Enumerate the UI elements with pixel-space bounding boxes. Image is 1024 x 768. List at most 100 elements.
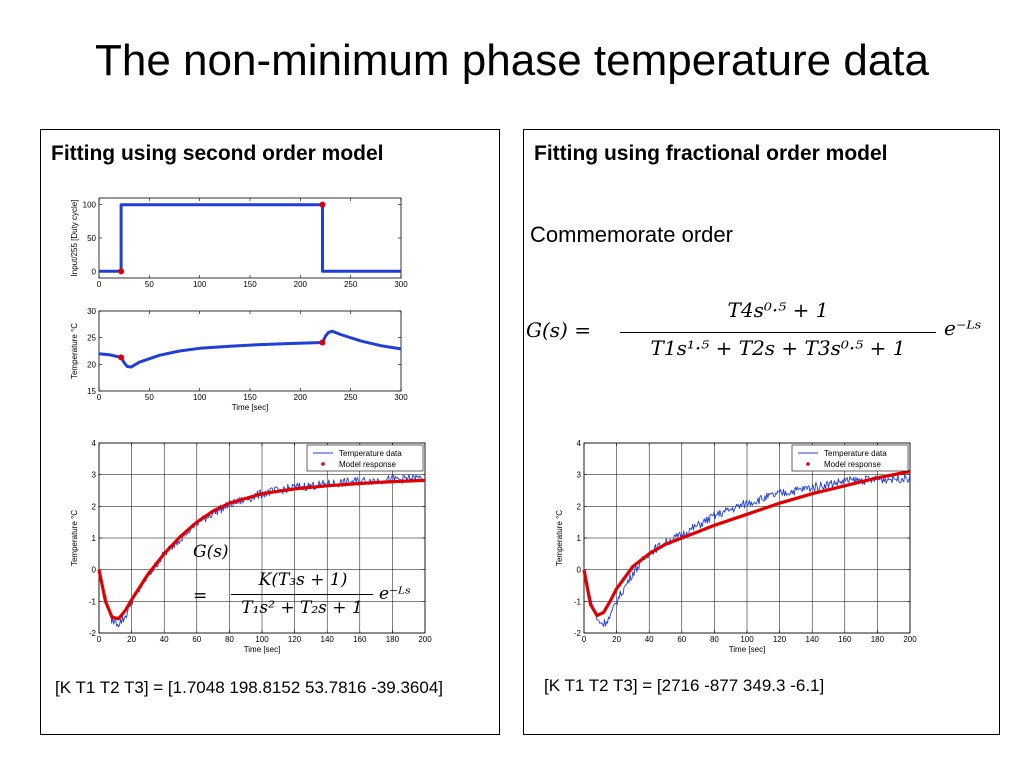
y-tick-label: -1 bbox=[574, 597, 582, 606]
x-tick-label: 180 bbox=[871, 635, 885, 644]
x-axis-label: Time [sec] bbox=[232, 403, 269, 412]
x-tick-label: 20 bbox=[127, 635, 136, 644]
legend-entry: Temperature data bbox=[339, 449, 402, 458]
formula-equals: = bbox=[193, 586, 208, 606]
x-axis-label: Time [sec] bbox=[729, 645, 766, 654]
event-marker bbox=[319, 201, 326, 208]
y-tick-label: 30 bbox=[87, 307, 96, 316]
right-panel-subheading: Commemorate order bbox=[530, 222, 733, 247]
formula-fraction-bar bbox=[620, 332, 936, 333]
x-tick-label: 180 bbox=[386, 635, 400, 644]
x-tick-label: 200 bbox=[418, 635, 432, 644]
right-panel-heading: Fitting using fractional order model bbox=[534, 142, 888, 165]
y-tick-label: 3 bbox=[577, 471, 582, 480]
y-tick-label: 1 bbox=[92, 534, 97, 543]
event-marker bbox=[319, 339, 326, 346]
x-tick-label: 160 bbox=[838, 635, 852, 644]
y-tick-label: 0 bbox=[92, 566, 97, 575]
y-tick-label: 50 bbox=[87, 234, 96, 243]
x-axis-label: Time [sec] bbox=[244, 645, 281, 654]
y-axis-label: Temperature °C bbox=[70, 323, 79, 379]
series-line-temperature-data bbox=[98, 474, 426, 628]
x-tick-label: 40 bbox=[160, 635, 169, 644]
formula-denominator: T1s¹·⁵ + T2s + T3s⁰·⁵ + 1 bbox=[650, 336, 906, 360]
right-params: [K T1 T2 T3] = [2716 -877 349.3 -6.1] bbox=[544, 676, 825, 695]
y-tick-label: 2 bbox=[92, 502, 97, 511]
x-tick-label: 60 bbox=[677, 635, 686, 644]
y-tick-label: 15 bbox=[87, 387, 96, 396]
x-tick-label: 20 bbox=[612, 635, 621, 644]
legend-swatch-model-response bbox=[806, 462, 810, 466]
x-tick-label: 0 bbox=[97, 635, 102, 644]
y-tick-label: -1 bbox=[89, 597, 97, 606]
x-tick-label: 150 bbox=[243, 280, 257, 289]
y-tick-label: 20 bbox=[87, 360, 96, 369]
chart-input: 0 50 100 150 200 250 300 0 50 100 Input/255 [Duty … bbox=[70, 197, 408, 289]
x-tick-label: 150 bbox=[243, 393, 257, 402]
x-tick-label: 200 bbox=[294, 280, 308, 289]
formula-lhs: G(s) = bbox=[526, 318, 591, 342]
y-tick-label: 4 bbox=[92, 439, 97, 448]
x-tick-label: 200 bbox=[294, 393, 308, 402]
x-tick-label: 140 bbox=[806, 635, 820, 644]
x-tick-label: 0 bbox=[97, 280, 102, 289]
y-tick-label: 2 bbox=[577, 502, 582, 511]
y-tick-label: -2 bbox=[89, 629, 97, 638]
y-tick-label: 100 bbox=[83, 201, 97, 210]
right-panel: Fitting using fractional order model Com… bbox=[523, 129, 1000, 735]
formula-denominator: T₁s² + T₂s + 1 bbox=[241, 598, 363, 618]
legend-box bbox=[306, 444, 424, 472]
series-line-model-response bbox=[97, 478, 426, 621]
series-line-0 bbox=[98, 329, 402, 369]
formula-delay: e⁻ᴸˢ bbox=[379, 584, 411, 604]
left-panel-heading: Fitting using second order model bbox=[51, 142, 384, 165]
temperature-chart: 0 50 100 150 200 250 300 15 20 25 30 Time [sec] Temp… bbox=[70, 307, 408, 412]
fractional-order-fit-chart: 0 20 40 60 80 100 120 140 160 180 200 -2 -1 0 1 2 3 4 Time… bbox=[555, 439, 917, 654]
plot-frame bbox=[98, 197, 402, 279]
x-tick-label: 100 bbox=[193, 280, 207, 289]
plot-frame bbox=[98, 310, 402, 392]
y-tick-label: 0 bbox=[577, 566, 582, 575]
x-tick-label: 80 bbox=[225, 635, 234, 644]
left-panel: Fitting using second order model 0 50 100 1… bbox=[40, 129, 500, 735]
formula-lhs: G(s) bbox=[193, 542, 229, 562]
y-tick-label: 25 bbox=[87, 334, 96, 343]
fractional-order-formula: G(s) = T4s⁰·⁵ + 1 T1s¹·⁵ + T2s + T3s⁰·⁵ … bbox=[526, 298, 996, 370]
input-chart: 0 50 100 150 200 250 300 0 50 100 Input/255 [Duty … bbox=[70, 197, 408, 289]
y-tick-label: 4 bbox=[577, 439, 582, 448]
x-tick-label: 0 bbox=[97, 393, 102, 402]
x-tick-label: 120 bbox=[773, 635, 787, 644]
series-line-temperature-data bbox=[583, 473, 911, 627]
y-tick-label: -2 bbox=[574, 629, 582, 638]
legend-swatch-model-response bbox=[321, 462, 325, 466]
left-params: [K T1 T2 T3] = [1.7048 198.8152 53.7816 … bbox=[55, 678, 444, 697]
legend-entry: Temperature data bbox=[824, 449, 887, 458]
x-tick-label: 140 bbox=[321, 635, 335, 644]
second-order-formula: G(s) = K(T₃s + 1) T₁s² + T₂s + 1 e⁻ᴸˢ bbox=[193, 542, 423, 632]
legend-entry: Model response bbox=[339, 460, 396, 469]
formula-delay: e⁻ᴸˢ bbox=[944, 316, 982, 340]
y-axis-label: Temperature °C bbox=[70, 510, 79, 566]
formula-numerator: T4s⁰·⁵ + 1 bbox=[727, 298, 829, 322]
second-order-fit-chart: 0 20 40 60 80 100 120 140 160 180 200 -2 -1 0 1 2 3 4 Time… bbox=[70, 439, 432, 654]
y-tick-label: 3 bbox=[92, 471, 97, 480]
chart-second-order-fit: 0 20 40 60 80 100 120 140 160 180 200 -2 -1 0 1 2 3 4 Time… bbox=[70, 439, 432, 654]
legend-entry: Model response bbox=[824, 460, 881, 469]
x-tick-label: 50 bbox=[145, 393, 154, 402]
series-line-0 bbox=[99, 203, 401, 273]
x-tick-label: 300 bbox=[394, 393, 408, 402]
y-tick-label: 0 bbox=[92, 267, 97, 276]
event-marker bbox=[118, 268, 125, 275]
chart-temperature: 0 50 100 150 200 250 300 15 20 25 30 Time [sec] Temp… bbox=[70, 307, 408, 412]
series-line-model-response bbox=[582, 469, 911, 618]
x-tick-label: 50 bbox=[145, 280, 154, 289]
x-tick-label: 120 bbox=[288, 635, 302, 644]
x-tick-label: 0 bbox=[582, 635, 587, 644]
formula-fraction-bar bbox=[231, 594, 373, 595]
event-marker bbox=[118, 354, 125, 361]
x-tick-label: 60 bbox=[192, 635, 201, 644]
x-tick-label: 100 bbox=[740, 635, 754, 644]
formula-numerator: K(T₃s + 1) bbox=[258, 570, 348, 590]
x-tick-label: 40 bbox=[645, 635, 654, 644]
x-tick-label: 100 bbox=[255, 635, 269, 644]
